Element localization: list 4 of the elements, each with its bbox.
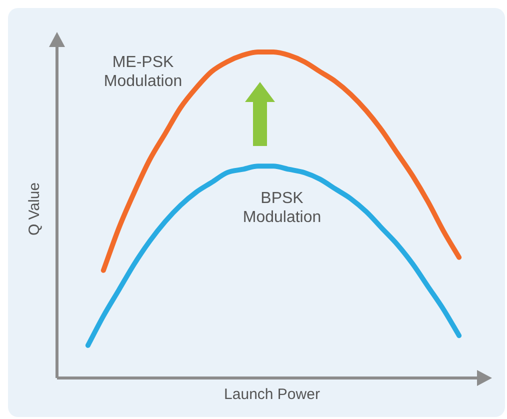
series-label: BPSK Modulation: [242, 189, 322, 227]
x-axis-title: Launch Power: [223, 386, 321, 404]
series-label: ME-PSK Modulation: [102, 53, 184, 91]
y-axis-title: Q Value: [26, 181, 44, 238]
